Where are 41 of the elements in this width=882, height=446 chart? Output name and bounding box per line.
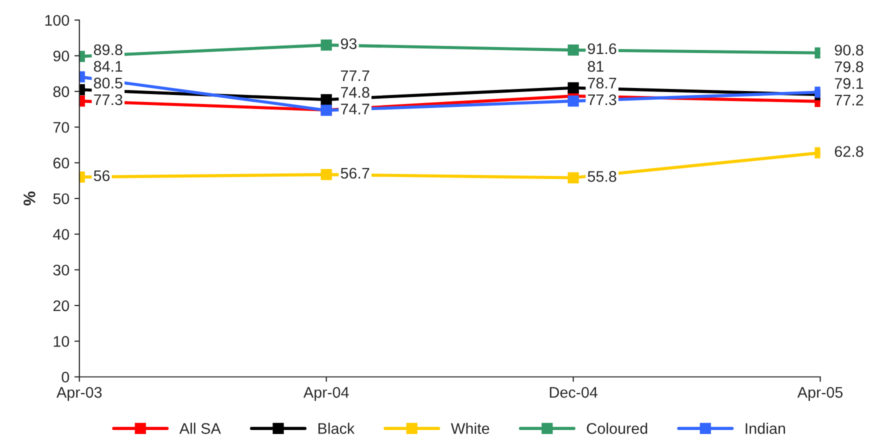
data-label: 81 — [588, 61, 604, 72]
x-tick-label: Dec-04 — [550, 386, 598, 398]
data-label: 80.5 — [94, 78, 122, 88]
y-tick-label: 90 — [53, 50, 70, 62]
data-label: 77.7 — [341, 70, 370, 81]
data-label: 79.8 — [834, 61, 864, 72]
y-tick-label: 70 — [53, 122, 70, 133]
data-label: 93 — [340, 38, 357, 50]
data-label: 84.1 — [94, 61, 122, 72]
data-label: 77.3 — [588, 94, 616, 106]
y-tick-label: 80 — [53, 86, 70, 98]
y-tick-label: 10 — [54, 336, 70, 347]
x-tick-label: Apr-04 — [303, 386, 349, 401]
y-tick-label: 40 — [53, 229, 70, 240]
y-tick-label: 60 — [53, 158, 70, 168]
x-tick-label: Apr-05 — [797, 386, 843, 401]
data-label: 56 — [94, 170, 110, 182]
y-tick-label: 20 — [53, 300, 70, 312]
legend-label: All SA — [179, 422, 221, 434]
data-label: 55.8 — [588, 171, 616, 182]
data-label: 62.8 — [834, 146, 864, 157]
y-axis-title: % — [24, 192, 36, 206]
data-label: 77.3 — [94, 94, 122, 106]
data-label: 74.7 — [341, 104, 370, 114]
data-label: 91.6 — [588, 43, 616, 54]
legend-label: Black — [318, 422, 355, 434]
x-tick-label: Apr-03 — [56, 386, 102, 401]
y-tick-label: 0 — [62, 372, 70, 383]
legend-label: White — [450, 422, 490, 434]
data-label: 79.1 — [834, 78, 864, 89]
legend-label: Indian — [746, 422, 785, 434]
y-tick-label: 50 — [53, 193, 70, 204]
data-label: 56.7 — [340, 168, 370, 179]
y-tick-label: 100 — [45, 14, 70, 26]
data-label: 90.8 — [834, 44, 864, 56]
y-tick-label: 30 — [53, 264, 70, 276]
data-label: 78.7 — [588, 78, 616, 88]
legend-label: Coloured — [586, 422, 648, 434]
data-label: 89.8 — [94, 44, 122, 56]
data-label: 77.2 — [834, 94, 864, 106]
data-label: 74.8 — [341, 86, 370, 98]
